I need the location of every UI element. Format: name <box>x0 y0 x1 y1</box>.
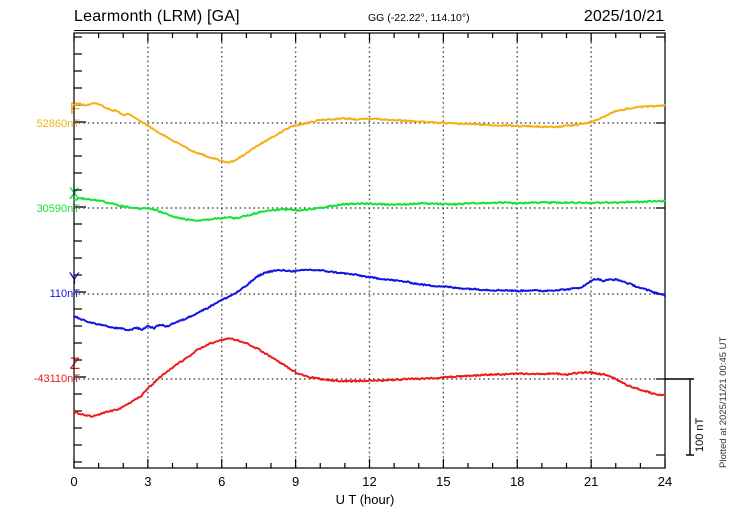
x-tick-label: 3 <box>144 474 152 489</box>
trace-x <box>73 197 666 222</box>
geographic-coordinates: GG (-22.22°, 114.10°) <box>368 12 470 24</box>
trace-z <box>73 337 666 418</box>
header-divider <box>74 30 665 31</box>
component-baseline-y: 110nT <box>49 288 80 300</box>
page-title: Learmonth (LRM) [GA] <box>74 8 240 25</box>
x-tick-label: 15 <box>436 474 451 489</box>
component-name-z: Z <box>69 354 80 373</box>
component-label-f: F 52860nT <box>8 100 80 131</box>
trace-y <box>73 268 666 332</box>
x-tick-label: 0 <box>70 474 78 489</box>
x-tick-label: 12 <box>362 474 377 489</box>
x-tick-label: 9 <box>292 474 300 489</box>
component-baseline-z: -43110nT <box>33 373 80 385</box>
component-label-z: Z -43110nT <box>2 355 80 386</box>
trace-f <box>73 101 666 164</box>
plotted-at-label: Plotted at 2025/11/21 00:45 UT <box>718 336 729 468</box>
x-tick-label: 21 <box>583 474 599 489</box>
x-tick-label: 6 <box>218 474 226 489</box>
x-tick-label: 18 <box>510 474 525 489</box>
scale-bar-label: 100 nT <box>694 417 706 452</box>
component-name-f: F <box>69 99 80 118</box>
component-baseline-x: 30590nT <box>36 203 80 215</box>
x-axis-title: U T (hour) <box>335 492 395 507</box>
x-tick-label: 24 <box>657 474 673 489</box>
component-baseline-f: 52860nT <box>36 118 80 130</box>
observation-date: 2025/10/21 <box>583 8 664 25</box>
